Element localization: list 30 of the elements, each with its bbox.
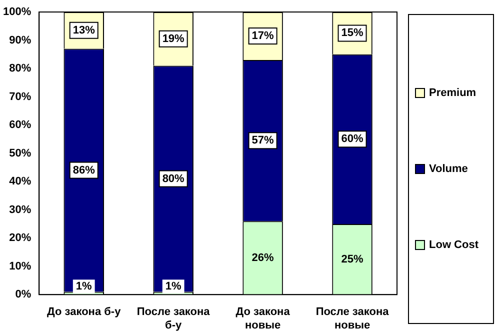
- data-label: 26%: [252, 252, 274, 264]
- data-label: 25%: [341, 253, 364, 266]
- data-label: 80%: [162, 172, 185, 185]
- y-tick-label: 0%: [15, 288, 32, 301]
- x-tick-label: До закона новые: [236, 306, 291, 332]
- y-tick-label: 40%: [9, 176, 32, 188]
- y-tick-label: 70%: [9, 90, 32, 103]
- data-label: 17%: [252, 30, 274, 42]
- legend-label: Volume: [429, 163, 468, 175]
- data-label: 19%: [162, 32, 185, 45]
- y-tick-label: 90%: [9, 34, 32, 46]
- y-tick-label: 80%: [9, 62, 32, 75]
- x-tick-label: После закона новые: [316, 306, 390, 332]
- y-tick-label: 20%: [9, 232, 32, 244]
- y-tick-label: 60%: [9, 119, 32, 132]
- data-label: 60%: [341, 133, 364, 146]
- y-tick-label: 10%: [9, 260, 32, 272]
- y-tick-label: 50%: [9, 147, 32, 160]
- x-tick-label: До закона б-у: [47, 306, 122, 318]
- data-label: 57%: [252, 134, 274, 147]
- data-label: 1%: [76, 280, 92, 293]
- data-label: 86%: [72, 164, 96, 176]
- legend-label: Low Cost: [429, 239, 478, 251]
- data-label: 1%: [165, 280, 182, 293]
- y-tick-label: 30%: [9, 204, 32, 216]
- x-tick-label: После закона б-у: [136, 306, 211, 332]
- y-tick-label: 100%: [2, 6, 32, 18]
- data-label: 15%: [341, 27, 364, 40]
- data-label: 13%: [72, 24, 96, 36]
- legend-label: Premium: [429, 87, 476, 99]
